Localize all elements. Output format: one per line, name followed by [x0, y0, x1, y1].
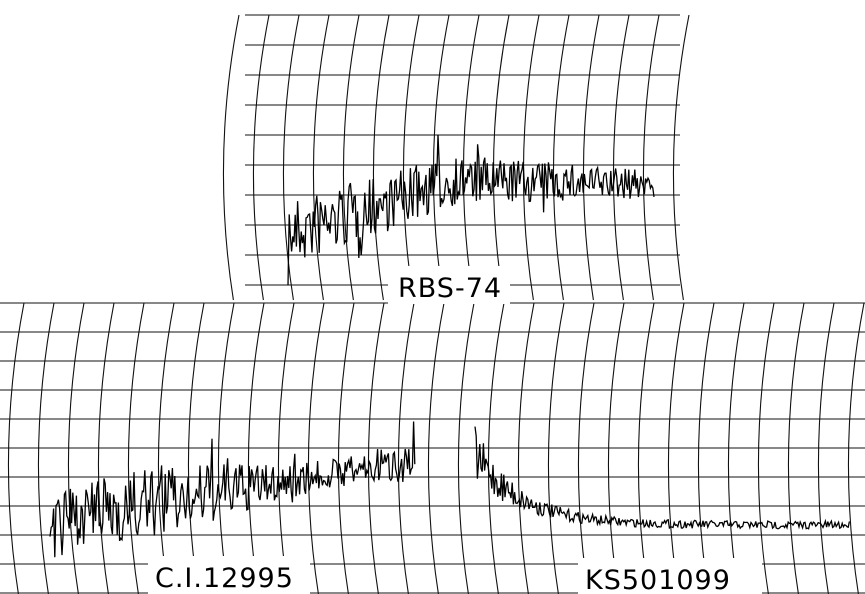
grid-arc: [697, 302, 715, 594]
grid-arc: [667, 302, 685, 594]
grid-arc: [642, 14, 660, 301]
trace: [287, 134, 655, 286]
grid-arc: [847, 302, 865, 594]
grid-arc: [427, 302, 445, 594]
grid-arc: [67, 302, 85, 594]
grid-arc: [127, 302, 145, 594]
grid-arc: [252, 14, 270, 301]
grid-arc: [222, 14, 240, 301]
grid-arc: [402, 14, 420, 301]
grid-arc: [337, 302, 355, 594]
grid-arc: [487, 302, 505, 594]
grid-arc: [517, 302, 535, 594]
grid-arc: [607, 302, 625, 594]
grid-arc: [462, 14, 480, 301]
chart-grids: [0, 14, 865, 594]
grid-arc: [817, 302, 835, 594]
label-background: [578, 558, 762, 594]
grid-arc: [397, 302, 415, 594]
grid-arc: [307, 302, 325, 594]
trace: [474, 426, 851, 530]
grid-arc: [342, 14, 360, 301]
grid-arc: [372, 14, 390, 301]
grid-arc: [367, 302, 385, 594]
grid-arc: [637, 302, 655, 594]
label-background: [148, 556, 310, 594]
grid-arc: [582, 14, 600, 301]
grid-arc: [282, 14, 300, 301]
grid-arc: [672, 14, 690, 301]
grid-arc: [787, 302, 805, 594]
grid-arc: [97, 302, 115, 594]
grid-arc: [522, 14, 540, 301]
grid-arc: [457, 302, 475, 594]
grid-arc: [552, 14, 570, 301]
grid-arc: [757, 302, 775, 594]
grid-arc: [727, 302, 745, 594]
trace: [49, 421, 416, 558]
panel-label: RBS-74: [398, 273, 502, 304]
label-background: [388, 266, 510, 304]
grid-arc: [577, 302, 595, 594]
grid-arc: [432, 14, 450, 301]
grid-arc: [37, 302, 55, 594]
grid-arc: [492, 14, 510, 301]
panel-label: KS501099: [585, 565, 731, 594]
grid-arc: [7, 302, 25, 594]
grid-arc: [312, 14, 330, 301]
panel-label: C.I.12995: [155, 563, 294, 594]
grid-arc: [612, 14, 630, 301]
recorder-traces: [49, 134, 851, 558]
grid-arc: [547, 302, 565, 594]
